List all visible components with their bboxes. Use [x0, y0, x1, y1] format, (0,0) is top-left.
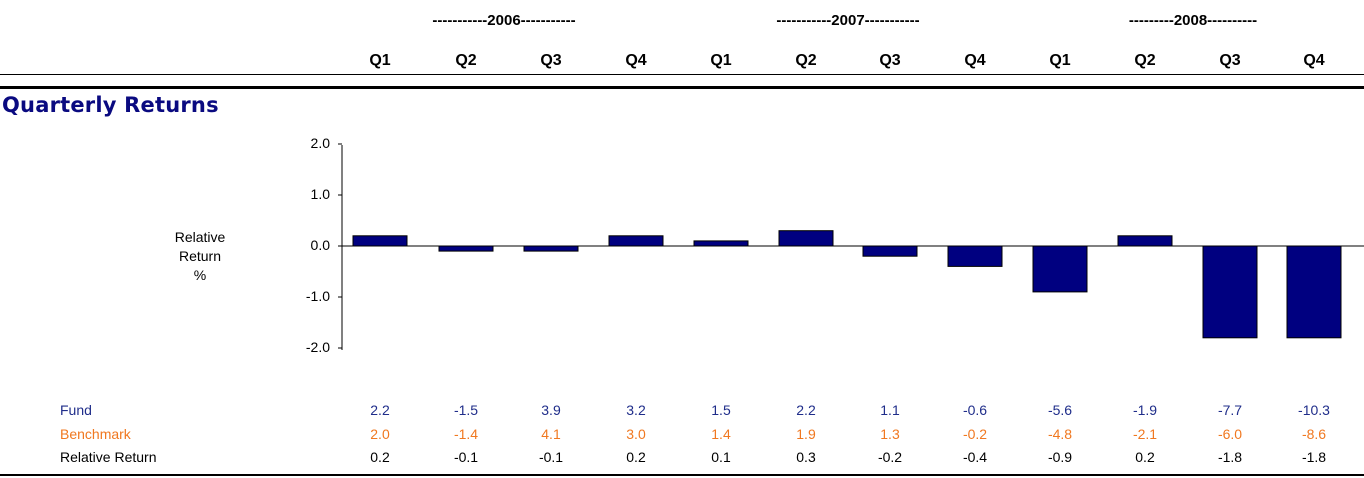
bar-2007-q3: [862, 245, 918, 257]
quarter-header: Q1: [710, 52, 732, 69]
y-axis-label-line-3: %: [193, 267, 207, 283]
quarter-header: Q3: [1219, 52, 1241, 69]
benchmark-cell: -6.0: [1217, 426, 1243, 442]
fund-cell: -0.6: [962, 402, 988, 418]
benchmark-row-label: Benchmark: [60, 426, 131, 442]
bar-2006-q2: [438, 245, 494, 252]
y-axis-label-line-1: Relative: [174, 229, 226, 245]
bar-2006-q4: [608, 235, 664, 247]
benchmark-cell: -4.8: [1047, 426, 1073, 442]
bottom-rule: [0, 474, 1364, 476]
bar-2008-q2: [1117, 235, 1173, 247]
quarter-header: Q4: [625, 52, 647, 69]
relative-return-cell: -0.9: [1047, 449, 1073, 465]
y-tick-label: 0.0: [310, 237, 330, 253]
quarter-header: Q2: [795, 52, 817, 69]
fund-cell: 1.5: [711, 402, 731, 418]
relative-return-cell: -0.1: [453, 449, 479, 465]
quarter-header: Q3: [879, 52, 901, 69]
relative-return-cell: -1.8: [1217, 449, 1243, 465]
bar-2008-q4: [1286, 245, 1342, 339]
header-rule-thin: [0, 74, 1364, 75]
bar-2007-q4: [947, 245, 1003, 267]
relative-return-cell: -1.8: [1301, 449, 1327, 465]
bar-2008-q3: [1202, 245, 1258, 339]
fund-cell: 2.2: [370, 402, 390, 418]
bar-2006-q1: [352, 235, 408, 247]
fund-cell: 3.2: [626, 402, 646, 418]
benchmark-cell: 1.4: [711, 426, 731, 442]
benchmark-cell: 1.3: [880, 426, 900, 442]
benchmark-cell: -2.1: [1132, 426, 1158, 442]
y-tick-label: 2.0: [310, 135, 330, 151]
quarter-header: Q2: [455, 52, 477, 69]
fund-cell: -7.7: [1217, 402, 1243, 418]
relative-return-row-label: Relative Return: [60, 449, 157, 465]
y-tick-label: -1.0: [305, 288, 330, 304]
y-axis-label: Relative Return %: [160, 228, 240, 285]
fund-row-label: Fund: [60, 402, 92, 418]
year-header-2006: -----------2006-----------: [432, 12, 576, 29]
relative-return-cell: -0.1: [538, 449, 564, 465]
quarter-header: Q4: [964, 52, 986, 69]
quarter-header: Q4: [1303, 52, 1325, 69]
y-axis-label-line-2: Return: [178, 248, 222, 264]
y-tick-label: -2.0: [305, 339, 330, 355]
benchmark-cell: 4.1: [541, 426, 561, 442]
benchmark-cell: 3.0: [626, 426, 646, 442]
bar-2008-q1: [1032, 245, 1088, 293]
fund-cell: -1.9: [1132, 402, 1158, 418]
fund-cell: 3.9: [541, 402, 561, 418]
fund-cell: -1.5: [453, 402, 479, 418]
benchmark-cell: -0.2: [962, 426, 988, 442]
bar-2006-q3: [523, 245, 579, 252]
benchmark-cell: 1.9: [796, 426, 816, 442]
relative-return-cell: 0.2: [370, 449, 390, 465]
bar-2007-q1: [693, 240, 749, 247]
y-tick-label: 1.0: [310, 186, 330, 202]
fund-cell: 1.1: [880, 402, 900, 418]
quarter-header: Q3: [540, 52, 562, 69]
year-header-2008: ---------2008----------: [1128, 12, 1258, 29]
fund-cell: -10.3: [1298, 402, 1330, 418]
relative-return-cell: 0.2: [1135, 449, 1155, 465]
relative-return-cell: -0.2: [877, 449, 903, 465]
relative-return-cell: -0.4: [962, 449, 988, 465]
quarter-header: Q1: [1049, 52, 1071, 69]
fund-cell: 2.2: [796, 402, 816, 418]
section-title: Quarterly Returns: [2, 93, 219, 117]
relative-return-cell: 0.2: [626, 449, 646, 465]
relative-return-cell: 0.1: [711, 449, 731, 465]
benchmark-cell: -1.4: [453, 426, 479, 442]
benchmark-cell: -8.6: [1301, 426, 1327, 442]
header-rule-thick: [0, 86, 1364, 89]
quarter-header: Q1: [369, 52, 391, 69]
year-header-2007: -----------2007-----------: [776, 12, 920, 29]
benchmark-cell: 2.0: [370, 426, 390, 442]
bar-2007-q2: [778, 230, 834, 247]
fund-cell: -5.6: [1047, 402, 1073, 418]
relative-return-cell: 0.3: [796, 449, 816, 465]
quarter-header: Q2: [1134, 52, 1156, 69]
